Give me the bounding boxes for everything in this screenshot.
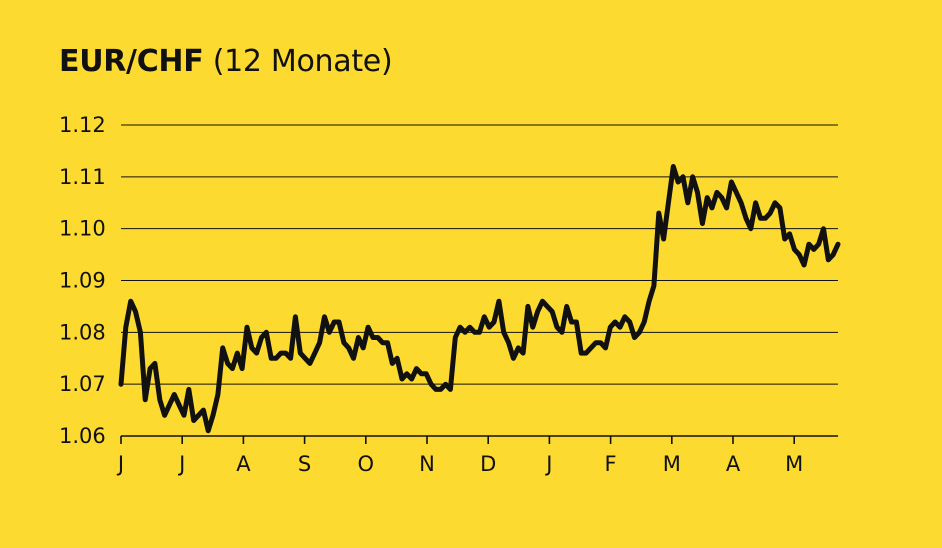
- x-tick-label: N: [419, 452, 435, 476]
- series-layer: [118, 164, 841, 434]
- chart-title: EUR/CHF (12 Monate): [59, 42, 393, 82]
- y-tick-label: 1.06: [59, 424, 106, 448]
- x-tick-label: J: [177, 452, 185, 476]
- x-tick-label: A: [726, 452, 741, 476]
- y-tick-label: 1.11: [59, 165, 106, 189]
- x-tick-label: S: [298, 452, 311, 476]
- chart-subtitle: (12 Monate): [212, 44, 393, 79]
- y-tick-label: 1.08: [59, 320, 106, 344]
- chart-title-main: EUR/CHF: [59, 44, 204, 79]
- y-tick-label: 1.12: [59, 113, 106, 137]
- y-tick-label: 1.10: [59, 217, 106, 241]
- x-tick-label: O: [358, 452, 375, 476]
- x-tick-label: A: [236, 452, 251, 476]
- grid-layer: [121, 124, 838, 437]
- x-tick-label: J: [544, 452, 552, 476]
- x-tick-label: J: [116, 452, 124, 476]
- x-tick-label: M: [663, 452, 681, 476]
- x-tick-label: F: [605, 452, 617, 476]
- y-tick-label: 1.09: [59, 269, 106, 293]
- x-tick-label: M: [785, 452, 803, 476]
- x-tick-label: D: [480, 452, 496, 476]
- y-tick-label: 1.07: [59, 372, 106, 396]
- y-axis-labels: 1.12 1.11 1.10 1.09 1.08 1.07 1.06: [59, 113, 106, 448]
- series-line: [118, 164, 841, 434]
